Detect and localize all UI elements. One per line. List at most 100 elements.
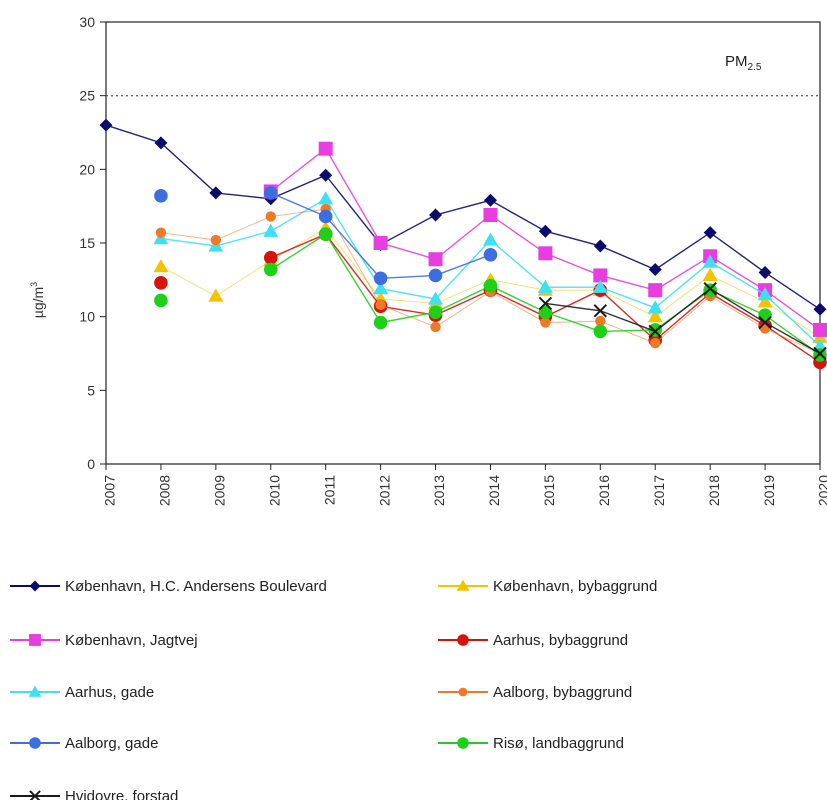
legend-item: Aalborg, gade [10,735,158,752]
data-point [428,268,443,283]
x-tick-label: 2017 [651,475,667,506]
legend-label: Aarhus, bybaggrund [493,632,628,649]
data-point [648,324,662,339]
data-point [430,321,441,333]
legend-label: Hvidovre, forstad [65,788,178,800]
data-point [373,315,388,330]
series-aarhus-gade [153,191,827,352]
chart-title: PM2.5 [725,53,762,73]
data-point [429,208,443,222]
series-hvidovre-forstad [538,281,827,361]
x-tick-label: 2009 [212,475,228,506]
data-point [210,234,222,246]
legend-label: København, H.C. Andersens Boulevard [65,578,327,595]
axes: 0 5 10 15 20 25 30 2007 2008 2009 2010 2011 2012 2013… [79,14,827,506]
data-point [538,296,553,311]
data-point [593,239,607,253]
data-point [758,265,772,279]
data-point [758,315,772,330]
x-tick-label: 2015 [541,475,557,506]
data-point-stroke [648,324,662,339]
data-point [538,224,552,238]
data-point [703,283,717,297]
data-point [373,281,389,295]
data-point [458,687,468,697]
data-point-stroke [593,304,608,318]
legend-label: Aarhus, gade [65,684,154,701]
legend-item: Risø, landbaggrund [438,735,624,752]
data-point [813,302,827,316]
data-point-stroke [813,346,827,361]
data-point [428,305,443,320]
data-point [650,337,661,349]
data-point [813,346,827,361]
y-tick-label: 0 [87,456,95,472]
data-point [483,193,497,207]
x-tick-label: 2008 [157,475,173,506]
data-point-stroke [758,315,772,330]
data-point [265,211,276,222]
data-point [813,322,827,337]
data-point [154,136,168,150]
data-point [537,279,553,293]
x-tick-label: 2020 [816,475,827,506]
x-tick-label: 2011 [321,475,337,505]
data-point [647,300,663,314]
data-point [318,191,334,205]
data-point [29,634,41,646]
data-point [457,634,469,646]
data-point [538,246,553,261]
series-group [99,118,827,370]
legend-item: Aarhus, gade [10,684,154,701]
data-point [595,315,606,327]
legend-item: Aarhus, bybaggrund [438,632,628,649]
legend: København, H.C. Andersens Boulevard Køben… [10,578,657,800]
data-point [318,141,333,156]
data-point [154,189,168,203]
data-point [703,226,717,240]
x-tick-label: 2010 [266,475,282,506]
data-point [593,324,608,339]
y-tick-label: 5 [87,382,95,398]
legend-item: København, bybaggrund [438,578,657,595]
series-line [270,192,491,280]
data-point [483,247,498,262]
data-point [153,259,169,273]
data-point [319,168,333,182]
data-point [154,275,168,290]
x-tick-label: 2014 [486,475,502,506]
data-point [540,317,551,328]
y-tick-label: 30 [79,14,95,30]
data-point [483,208,498,223]
legend-item: København, Jagtvej [10,632,198,649]
x-tick-label: 2018 [706,475,722,506]
y-tick-label: 10 [79,309,95,325]
data-point [702,267,718,282]
data-point-stroke [29,790,41,800]
data-point [29,790,41,800]
y-tick-label: 25 [79,88,95,104]
series-k-benhavn-h-c-andersens-boulevard [99,118,827,316]
data-point-stroke [538,296,553,311]
data-point [648,263,662,277]
data-point-stroke [703,281,717,296]
x-tick-label: 2007 [102,475,118,506]
data-point [318,227,333,241]
data-point [592,279,608,293]
data-point [457,737,469,749]
data-point [99,118,113,132]
data-point [593,304,608,318]
data-point [263,262,278,277]
data-point [29,580,41,592]
series-line [105,124,821,310]
data-point [538,305,553,320]
data-point [263,223,279,237]
data-point [373,236,388,250]
data-point [648,283,663,298]
data-point [702,254,718,268]
data-point [703,281,717,296]
legend-item: Aalborg, bybaggrund [438,684,632,701]
data-point [648,323,663,337]
series-line [545,287,821,355]
data-point [154,293,168,308]
